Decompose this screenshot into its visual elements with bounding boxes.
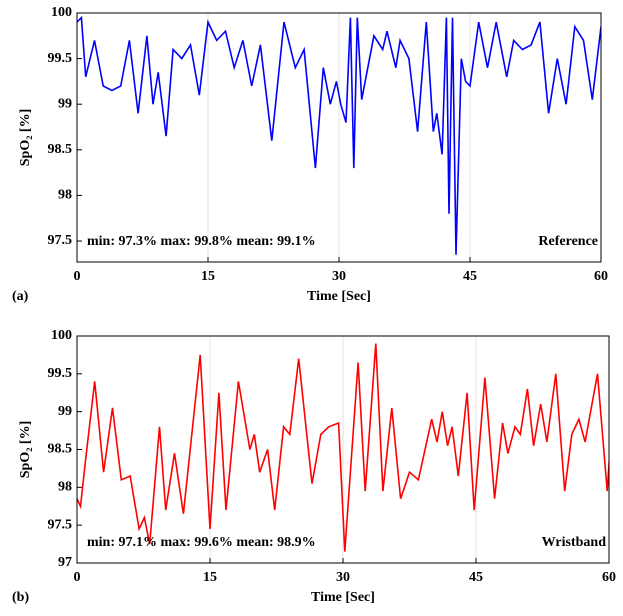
x-tick-label: 45 xyxy=(463,269,477,284)
panel-label: (a) xyxy=(12,289,29,304)
series-label: Reference xyxy=(538,234,598,249)
x-axis-label: Time [Sec] xyxy=(311,590,375,605)
x-tick-label: 45 xyxy=(469,570,483,585)
y-tick-label: 98.5 xyxy=(48,442,73,457)
x-tick-label: 15 xyxy=(203,570,217,585)
x-tick-label: 30 xyxy=(336,570,350,585)
axes-frame xyxy=(76,335,610,564)
y-tick-label: 99 xyxy=(58,96,72,111)
annotation: min: 97.3% max: 99.8% mean: 99.1% xyxy=(87,234,316,249)
y-tick-label: 97.5 xyxy=(48,233,73,248)
y-tick-label: 98 xyxy=(58,480,72,495)
y-tick-label: 100 xyxy=(51,5,72,20)
y-tick-label: 97 xyxy=(58,555,72,570)
y-tick-label: 98 xyxy=(58,188,72,203)
y-axis-label: SpO₂ [%] xyxy=(18,421,33,478)
x-axis-label: Time [Sec] xyxy=(307,289,371,304)
panel-label: (b) xyxy=(12,590,29,605)
data-line xyxy=(77,15,601,255)
y-tick-label: 97.5 xyxy=(48,517,73,532)
y-tick-label: 100 xyxy=(51,328,72,343)
axes-frame xyxy=(76,12,602,263)
series-label: Wristband xyxy=(542,535,607,550)
y-tick-label: 99 xyxy=(58,404,72,419)
y-tick-label: 98.5 xyxy=(48,142,73,157)
y-axis-label: SpO₂ [%] xyxy=(18,109,33,166)
x-tick-label: 0 xyxy=(74,570,81,585)
x-tick-label: 30 xyxy=(332,269,346,284)
x-tick-label: 15 xyxy=(201,269,215,284)
annotation: min: 97.1% max: 99.6% mean: 98.9% xyxy=(87,535,316,550)
y-tick-label: 99.5 xyxy=(48,51,73,66)
x-tick-label: 60 xyxy=(594,269,608,284)
x-tick-label: 60 xyxy=(602,570,616,585)
x-tick-label: 0 xyxy=(74,269,81,284)
y-tick-label: 99.5 xyxy=(48,366,73,381)
data-line xyxy=(77,343,609,552)
